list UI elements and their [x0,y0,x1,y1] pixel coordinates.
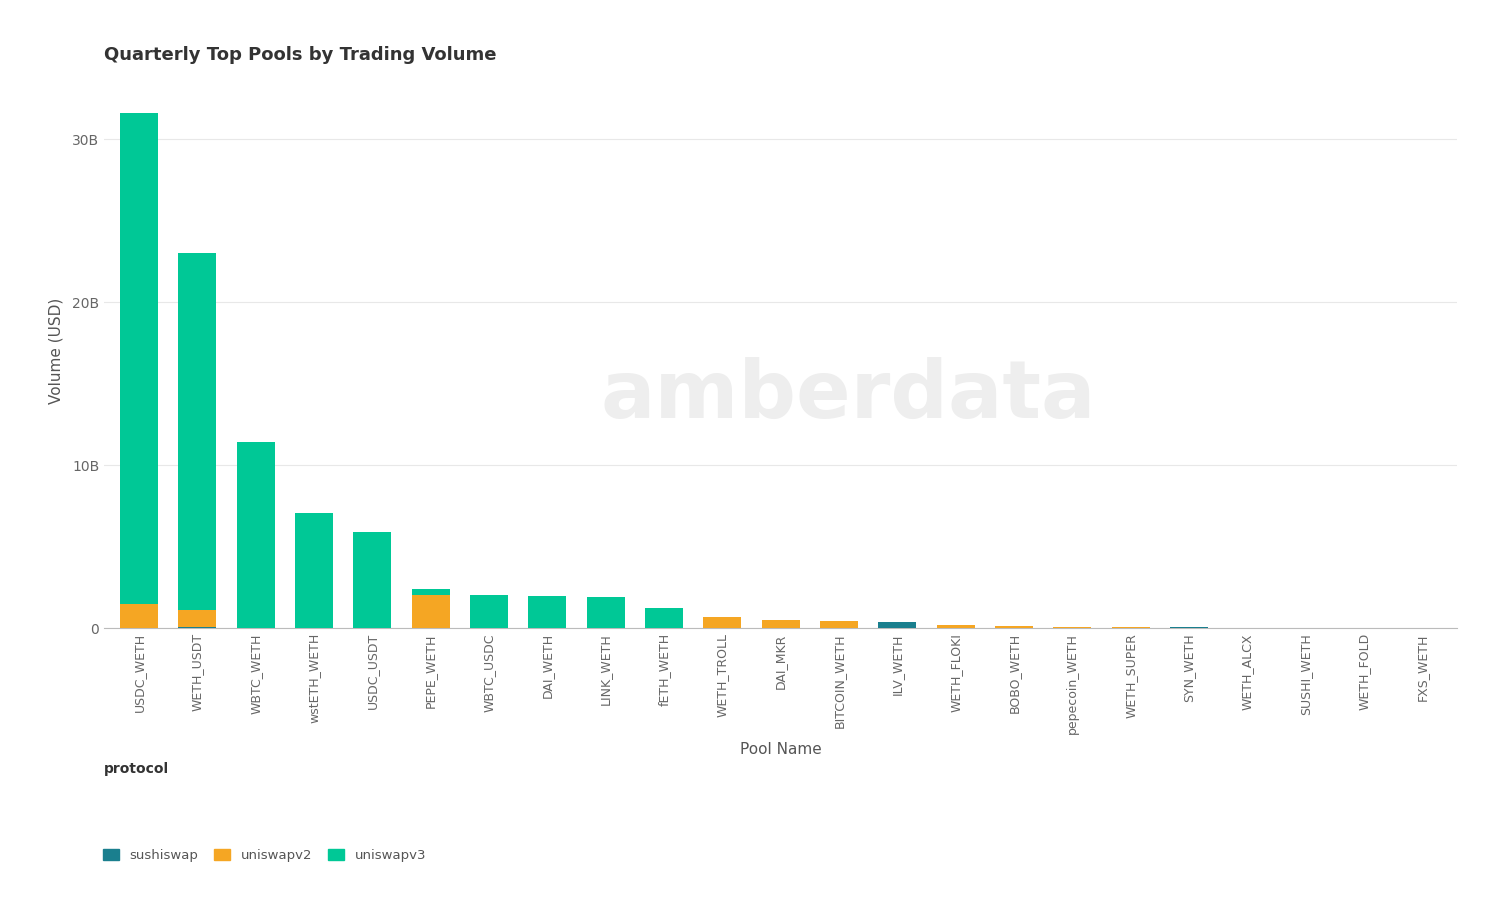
Y-axis label: Volume (USD): Volume (USD) [49,298,64,404]
Bar [412,589,449,595]
Bar [120,113,158,604]
Bar [995,626,1033,628]
Bar [178,627,217,628]
Bar [1170,627,1207,628]
Text: protocol: protocol [104,762,170,776]
Bar [294,513,333,628]
X-axis label: Pool Name: Pool Name [741,742,821,758]
Bar [937,625,974,628]
Bar [470,595,509,628]
Bar [761,620,800,628]
Bar [703,617,742,628]
Bar [528,596,567,628]
Bar [236,443,275,628]
Bar [178,610,217,627]
Bar [1053,626,1091,628]
Bar [354,532,391,628]
Legend: sushiswap, uniswapv2, uniswapv3: sushiswap, uniswapv2, uniswapv3 [103,848,425,862]
Bar [1112,627,1149,628]
Bar [645,608,683,628]
Bar [178,253,217,610]
Bar [412,595,449,628]
Bar [120,604,158,628]
Text: amberdata: amberdata [601,357,1096,434]
Bar [879,623,916,628]
Bar [587,597,625,628]
Text: Quarterly Top Pools by Trading Volume: Quarterly Top Pools by Trading Volume [104,46,497,64]
Bar [819,621,858,628]
